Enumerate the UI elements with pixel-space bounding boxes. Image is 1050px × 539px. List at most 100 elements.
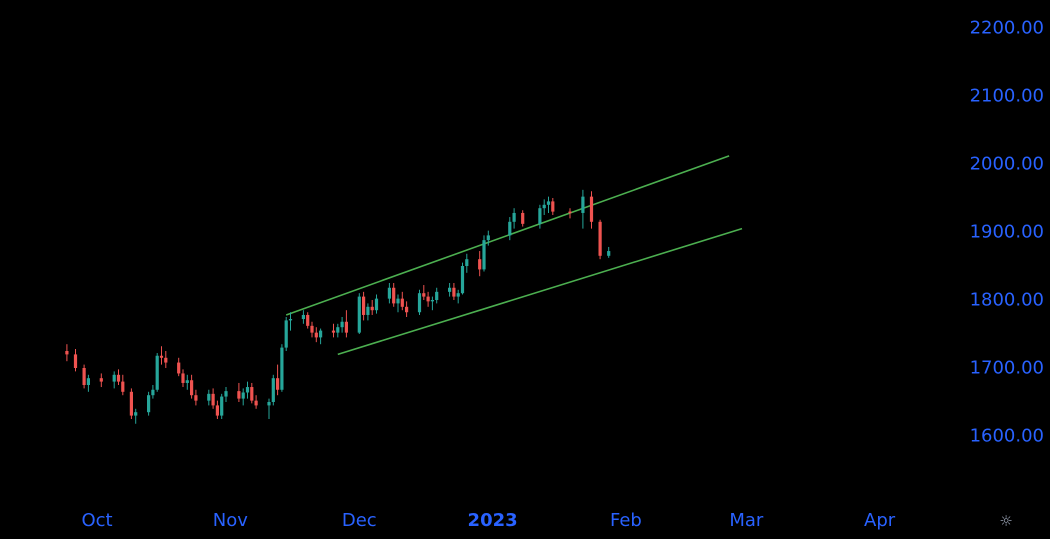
candle [465,253,469,273]
candle-body [99,378,103,382]
candle [82,364,86,389]
candle-body [521,212,525,224]
candle-body [336,327,340,333]
candle-body [207,393,211,401]
candle [177,357,181,377]
candle-body [607,251,611,256]
candle-body [86,378,90,385]
candle [374,294,379,314]
candle-body [426,296,430,302]
candle-body [589,196,594,222]
candle [460,262,465,295]
candle [241,388,245,406]
candle [181,369,185,388]
candle [417,289,422,315]
candle-body [366,306,370,315]
candle-body [194,395,198,401]
candle [581,189,585,229]
candle-body [280,347,284,390]
candle-body [478,259,482,270]
candle-body [129,391,133,416]
candle-body [65,351,69,355]
candle-body [271,378,275,402]
candle [387,283,391,304]
candle-body [465,259,469,266]
candle [220,393,224,419]
candle-body [357,296,361,333]
x-tick-label: Mar [729,510,764,531]
candle [306,312,310,329]
candle-body [568,211,572,213]
candle [331,323,336,338]
y-tick-label: 1800.00 [969,289,1044,311]
candle [267,398,271,419]
candle-body [387,287,391,299]
channel-line-upper[interactable] [285,155,730,316]
candle-body [220,396,224,416]
candle [551,198,555,215]
candle-body [310,325,314,333]
candle [568,208,572,219]
candle-body [215,405,219,416]
channel-line-lower[interactable] [337,227,743,356]
candle [362,291,366,321]
candle-body [581,196,585,213]
candle-body [301,314,305,320]
y-tick-label: 2100.00 [969,85,1044,107]
gear-icon[interactable]: ☼ [999,512,1013,530]
candle-body [340,321,344,328]
candle [99,373,103,388]
candle-body [405,306,409,313]
candle [215,400,219,419]
candle-body [400,298,404,307]
candle [508,217,512,241]
candle-body [512,212,516,222]
candle-body [598,221,602,256]
candle [456,289,460,304]
candle [448,283,452,297]
candle [336,323,340,338]
candle [538,204,542,229]
x-tick-label: Nov [212,510,248,531]
candle-body [190,380,194,396]
candle [392,283,396,307]
x-tick-label: Feb [609,510,642,531]
candle [164,351,168,368]
candle-body [250,387,254,401]
candle-body [362,296,366,315]
candle-body [284,320,288,348]
candle [245,381,250,399]
candle [73,348,78,372]
candle-body [185,380,189,383]
candle [370,300,374,315]
candle-body [508,221,512,236]
candle-body [164,357,168,363]
candle [607,246,611,258]
candle [310,321,314,338]
candle-body [417,293,422,313]
candle-body [314,332,318,338]
candle [151,385,155,399]
candle-body [448,287,452,292]
x-tick-label: Apr [864,510,896,531]
candle [366,303,370,321]
candle-body [177,362,181,374]
candle-body [267,402,271,406]
candle-body [422,293,426,297]
candle-body [456,293,460,297]
candle [207,389,211,406]
candle-body [237,391,241,399]
candle [237,382,241,402]
candle [422,285,426,300]
candle [194,389,198,406]
candle-body [551,201,555,212]
candle [155,353,159,392]
candle [340,317,344,333]
candle [65,344,69,362]
candle [452,283,456,300]
candle-body [211,393,215,406]
candle [86,374,90,392]
candle-body [134,412,138,416]
